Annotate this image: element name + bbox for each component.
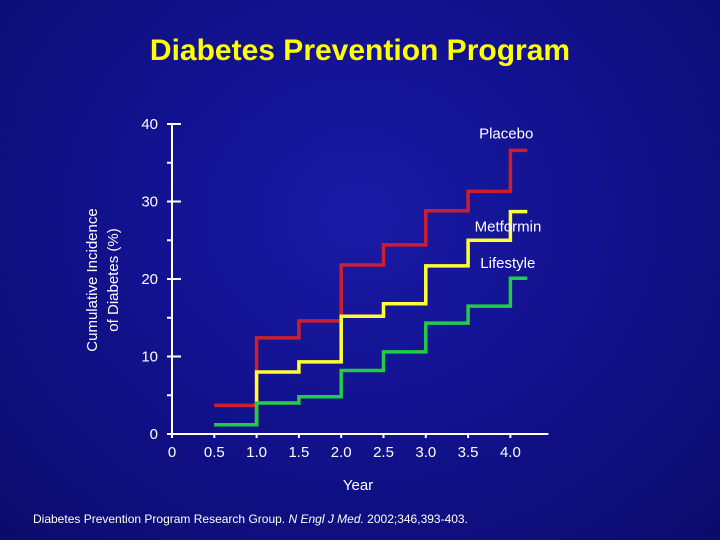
x-tick-label: 3.0 bbox=[415, 444, 436, 461]
x-tick-label: 2.5 bbox=[373, 444, 394, 461]
y-axis-label-line-1: Cumulative Incidence bbox=[84, 208, 101, 351]
series-labels: Placebo Metformin Lifestyle bbox=[475, 125, 542, 272]
citation-details: 2002;346,393-403. bbox=[363, 512, 468, 526]
y-axis-label: Cumulative Incidence of Diabetes (%) bbox=[84, 208, 122, 351]
y-tick-label: 0 bbox=[150, 426, 158, 443]
series-label-lifestyle: Lifestyle bbox=[480, 255, 535, 272]
x-tick-label: 1.5 bbox=[288, 444, 309, 461]
x-tick-label: 2.0 bbox=[331, 444, 352, 461]
series-line-lifestyle bbox=[214, 276, 528, 427]
x-axis-label: Year bbox=[343, 477, 373, 494]
citation-footer: Diabetes Prevention Program Research Gro… bbox=[33, 512, 468, 526]
x-tick-label: 1.0 bbox=[246, 444, 267, 461]
citation-journal: N Engl J Med. bbox=[288, 512, 364, 526]
series-label-metformin: Metformin bbox=[475, 219, 542, 236]
y-tick-label: 40 bbox=[141, 116, 158, 133]
series-label-placebo: Placebo bbox=[479, 125, 533, 142]
series-line-metformin bbox=[214, 209, 528, 427]
y-axis-label-line-2: of Diabetes (%) bbox=[105, 228, 122, 331]
x-tick-label: 0.5 bbox=[204, 444, 225, 461]
y-tick-label: 20 bbox=[141, 271, 158, 288]
series-line-placebo bbox=[214, 148, 528, 408]
x-tick-label: 0 bbox=[168, 444, 176, 461]
y-tick-label: 10 bbox=[141, 349, 158, 366]
series-group bbox=[214, 148, 528, 427]
y-tick-label: 30 bbox=[141, 194, 158, 211]
x-tick-label: 3.5 bbox=[458, 444, 479, 461]
x-tick-label: 4.0 bbox=[500, 444, 521, 461]
citation-authors: Diabetes Prevention Program Research Gro… bbox=[33, 512, 289, 526]
axes: 0 10 20 30 40 0 0.5 1.0 1.5 2.0 2.5 3.0 3.5 4.0 bbox=[141, 116, 549, 461]
chart-title: Diabetes Prevention Program bbox=[150, 34, 570, 67]
